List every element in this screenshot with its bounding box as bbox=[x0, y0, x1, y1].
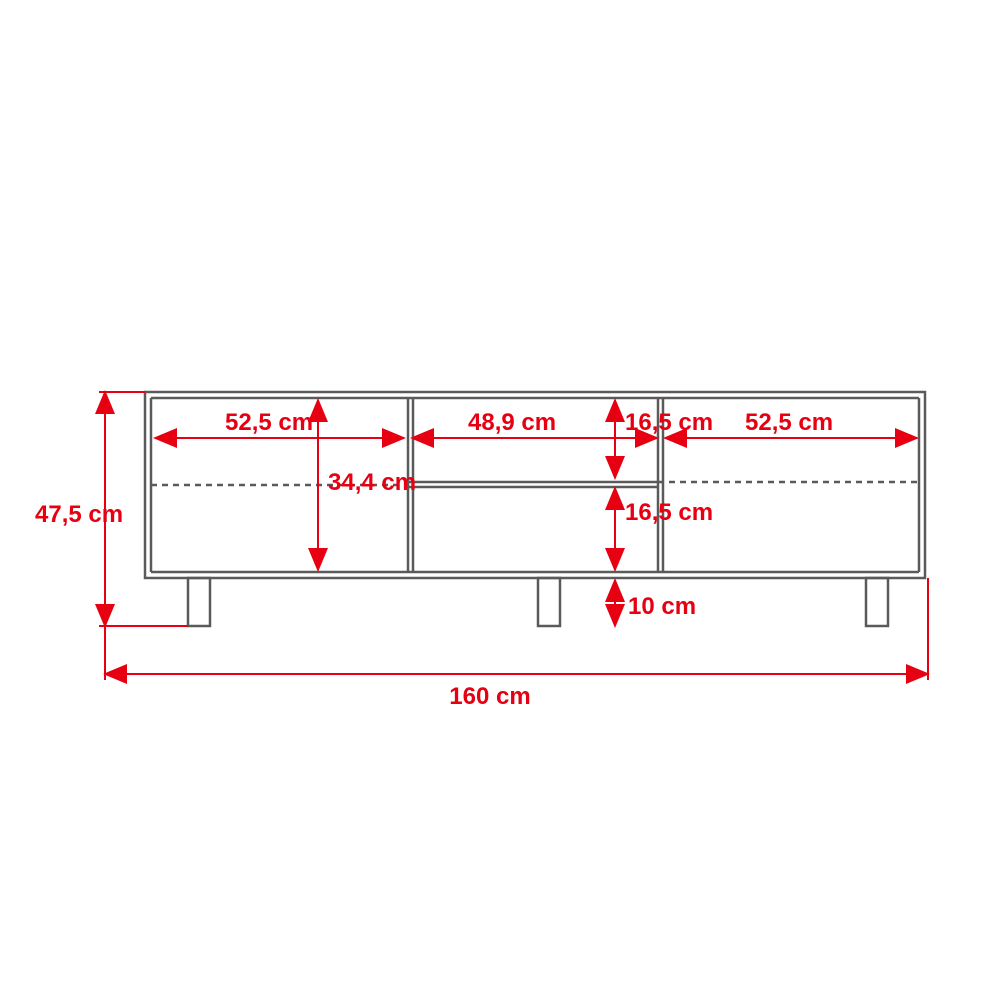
dimension-label: 16,5 cm bbox=[625, 409, 713, 436]
dimension-label: 52,5 cm bbox=[745, 409, 833, 436]
dimension-label: 16,5 cm bbox=[625, 499, 713, 526]
dimension-label: 48,9 cm bbox=[468, 409, 556, 436]
dimension-label: 52,5 cm bbox=[225, 409, 313, 436]
dimension-label: 34,4 cm bbox=[328, 469, 416, 496]
dimension-label: 47,5 cm bbox=[35, 501, 123, 528]
dimension-label: 160 cm bbox=[449, 683, 530, 710]
dimension-annotations: 160 cm 47,5 cm 52,5 cm 48,9 cm 52,5 cm 34,4 c… bbox=[35, 392, 928, 710]
dimension-label: 10 cm bbox=[628, 593, 696, 620]
